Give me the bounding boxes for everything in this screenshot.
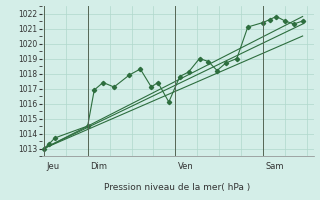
Text: Sam: Sam [266,162,284,171]
Text: Pression niveau de la mer( hPa ): Pression niveau de la mer( hPa ) [104,183,251,192]
Text: Jeu: Jeu [46,162,60,171]
Text: Ven: Ven [178,162,194,171]
Text: Dim: Dim [90,162,107,171]
